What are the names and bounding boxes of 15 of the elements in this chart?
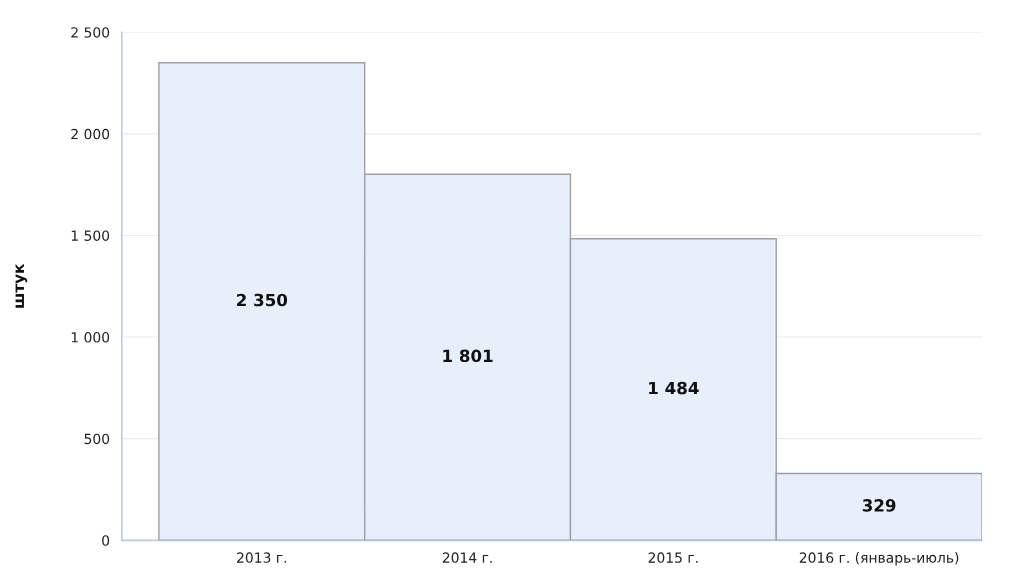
y-tick-label: 2 500 [71,27,110,38]
x-tick-label: 2016 г. (январь-июль) [799,552,959,566]
x-tick-label: 2015 г. [648,552,698,563]
data-label: 329 [862,499,896,512]
y-tick-label: 1 000 [71,332,110,343]
y-axis-title: штук [15,263,28,308]
y-tick-label: 1 500 [71,230,110,241]
data-label: 2 350 [237,293,288,307]
x-tick-label: 2013 г. [237,552,287,563]
y-tick-label: 2 000 [71,128,110,140]
data-label: 1 801 [443,349,493,363]
x-tick-label: 2014 г. [442,552,492,563]
y-tick-label: 500 [84,433,110,445]
data-label: 1 484 [649,381,699,395]
y-tick-label: 0 [102,535,110,546]
